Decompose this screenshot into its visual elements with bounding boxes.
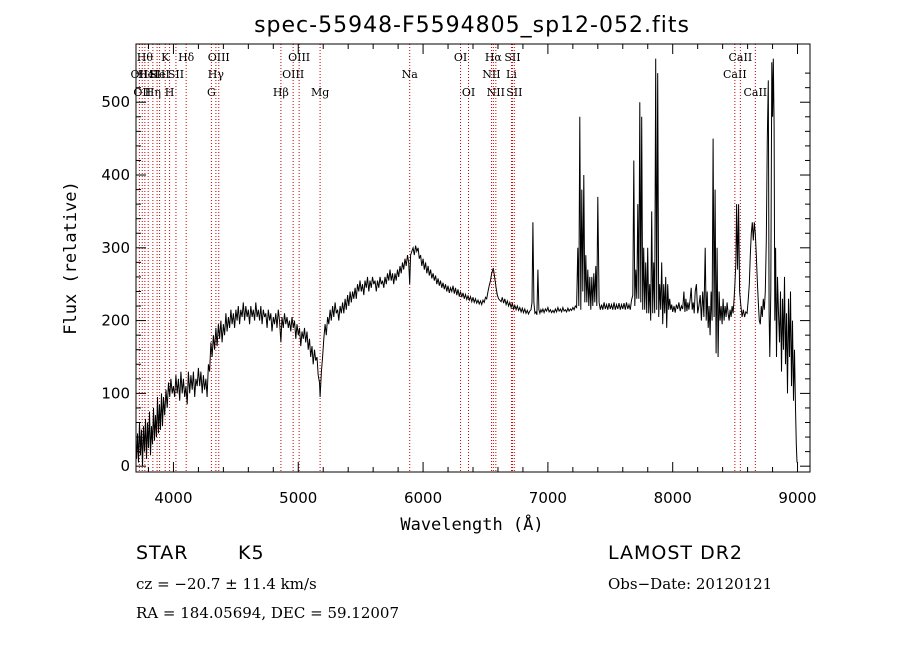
survey-name: LAMOST DR2: [608, 542, 743, 564]
y-tick-label: 300: [101, 239, 130, 257]
x-tick-label: 9000: [778, 489, 816, 507]
line-marker-label: Mg: [311, 86, 329, 99]
line-marker-label: Hθ: [137, 51, 154, 64]
line-marker-label: HeI: [149, 68, 169, 81]
object-class: STAR: [136, 542, 189, 564]
x-tick-label: 8000: [654, 489, 692, 507]
y-tick-label: 0: [120, 457, 130, 475]
line-marker-label: NII: [482, 68, 500, 81]
y-tick-label: 500: [101, 93, 130, 111]
chart-title: spec-55948-F5594805_sp12-052.fits: [254, 13, 690, 38]
x-tick-label: 4000: [154, 489, 192, 507]
y-tick-label: 200: [101, 312, 130, 330]
line-marker-label: CaII: [723, 68, 747, 81]
y-axis: 0 100 200 300 400 500: [101, 72, 810, 475]
x-axis-label: Wavelength (Å): [400, 513, 543, 535]
spectrum-chart: spec-55948-F5594805_sp12-052.fits OII OII…: [61, 13, 817, 535]
line-marker-label: Hγ: [208, 68, 225, 81]
line-marker-label: SII: [506, 86, 522, 99]
line-marker-label: Na: [402, 68, 419, 81]
line-marker-label: OIII: [282, 68, 304, 81]
line-marker-label: HeI: [138, 68, 158, 81]
line-marker-label: Hβ: [273, 86, 289, 99]
line-marker-label: OIII: [208, 51, 230, 64]
line-marker-label: OI: [454, 51, 467, 64]
line-marker-label: CaII: [729, 51, 753, 64]
plot-frame: [135, 43, 811, 473]
y-tick-label: 400: [101, 166, 130, 184]
y-axis-label: Flux (relative): [61, 181, 81, 335]
line-marker-label: H: [165, 86, 175, 99]
line-marker-label: G: [207, 86, 216, 99]
line-marker-group: [138, 44, 756, 472]
line-marker-label: SII: [504, 51, 520, 64]
object-subclass: K5: [238, 542, 265, 564]
line-marker-label: Hδ: [178, 51, 195, 64]
line-marker-label: OIII: [288, 51, 310, 64]
x-axis: 4000 5000 6000 7000 8000 9000: [147, 44, 817, 507]
spectrum-line: [136, 58, 798, 467]
line-marker-label: K: [161, 51, 170, 64]
line-marker-label: Li: [506, 68, 517, 81]
line-marker-labels: OIIOIIHθHeIHηSIIHeIKHSIIHδGHγOIIIHβOIIIO…: [131, 51, 768, 99]
x-tick-label: 7000: [529, 489, 567, 507]
line-marker-label: Hη: [145, 86, 161, 99]
line-marker-label: SII: [149, 68, 165, 81]
observation-date: Obs−Date: 20120121: [608, 575, 773, 593]
line-marker-label: NII: [487, 86, 505, 99]
x-tick-label: 6000: [404, 489, 442, 507]
x-tick-label: 5000: [279, 489, 317, 507]
line-marker-label: CaII: [743, 86, 767, 99]
line-marker-label: OII: [131, 68, 149, 81]
line-marker-label: OII: [133, 86, 151, 99]
redshift-velocity: cz = −20.7 ± 11.4 km/s: [136, 575, 317, 593]
line-marker-label: SII: [168, 68, 184, 81]
y-tick-label: 100: [101, 384, 130, 402]
line-marker-label: Hα: [485, 51, 503, 64]
line-marker-label: OI: [462, 86, 475, 99]
coordinates: RA = 184.05694, DEC = 59.12007: [136, 604, 400, 622]
